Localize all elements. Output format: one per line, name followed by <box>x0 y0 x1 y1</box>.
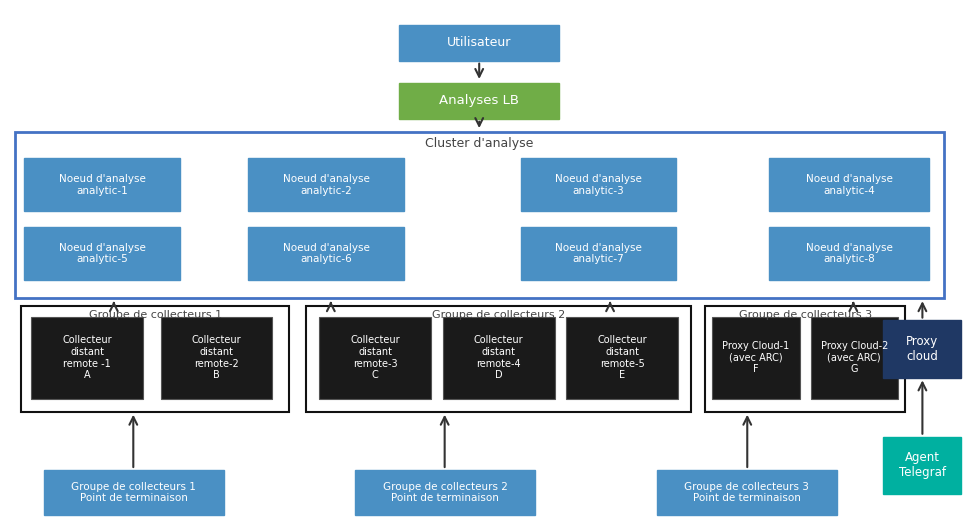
Text: Collecteur
distant
remote-3
C: Collecteur distant remote-3 C <box>350 335 400 380</box>
Text: Noeud d'analyse
analytic-1: Noeud d'analyse analytic-1 <box>58 174 146 195</box>
Text: Agent
Telegraf: Agent Telegraf <box>899 451 946 479</box>
FancyBboxPatch shape <box>24 158 180 211</box>
Text: Collecteur
distant
remote -1
A: Collecteur distant remote -1 A <box>62 335 112 380</box>
FancyBboxPatch shape <box>248 227 404 280</box>
FancyBboxPatch shape <box>521 158 676 211</box>
FancyBboxPatch shape <box>443 317 555 399</box>
FancyBboxPatch shape <box>31 317 143 399</box>
FancyBboxPatch shape <box>21 306 289 412</box>
Text: Proxy
cloud: Proxy cloud <box>906 335 939 363</box>
Text: Noeud d'analyse
analytic-7: Noeud d'analyse analytic-7 <box>555 243 642 264</box>
Text: Collecteur
distant
remote-5
E: Collecteur distant remote-5 E <box>597 335 647 380</box>
FancyBboxPatch shape <box>306 306 691 412</box>
Text: Noeud d'analyse
analytic-2: Noeud d'analyse analytic-2 <box>282 174 370 195</box>
FancyBboxPatch shape <box>657 470 837 515</box>
Text: Noeud d'analyse
analytic-3: Noeud d'analyse analytic-3 <box>555 174 642 195</box>
Text: Cluster d'analyse: Cluster d'analyse <box>425 137 533 150</box>
FancyBboxPatch shape <box>44 470 224 515</box>
Text: Noeud d'analyse
analytic-4: Noeud d'analyse analytic-4 <box>806 174 892 195</box>
FancyBboxPatch shape <box>769 227 929 280</box>
Text: Groupe de collecteurs 2: Groupe de collecteurs 2 <box>432 310 565 320</box>
Text: Groupe de collecteurs 3
Point de terminaison: Groupe de collecteurs 3 Point de termina… <box>684 482 810 503</box>
FancyBboxPatch shape <box>15 132 944 298</box>
Text: Analyses LB: Analyses LB <box>439 95 520 107</box>
FancyBboxPatch shape <box>399 83 559 119</box>
FancyBboxPatch shape <box>705 306 905 412</box>
Text: Noeud d'analyse
analytic-5: Noeud d'analyse analytic-5 <box>58 243 146 264</box>
FancyBboxPatch shape <box>883 437 961 494</box>
FancyBboxPatch shape <box>355 470 535 515</box>
Text: Noeud d'analyse
analytic-8: Noeud d'analyse analytic-8 <box>806 243 892 264</box>
Text: Utilisateur: Utilisateur <box>447 36 512 49</box>
FancyBboxPatch shape <box>319 317 431 399</box>
FancyBboxPatch shape <box>521 227 676 280</box>
FancyBboxPatch shape <box>712 317 800 399</box>
FancyBboxPatch shape <box>24 227 180 280</box>
FancyBboxPatch shape <box>248 158 404 211</box>
Text: Proxy Cloud-1
(avec ARC)
F: Proxy Cloud-1 (avec ARC) F <box>722 341 790 374</box>
FancyBboxPatch shape <box>811 317 898 399</box>
Text: Collecteur
distant
remote-2
B: Collecteur distant remote-2 B <box>192 335 241 380</box>
FancyBboxPatch shape <box>883 320 961 378</box>
Text: Groupe de collecteurs 3: Groupe de collecteurs 3 <box>739 310 872 320</box>
FancyBboxPatch shape <box>161 317 272 399</box>
Text: Noeud d'analyse
analytic-6: Noeud d'analyse analytic-6 <box>282 243 370 264</box>
FancyBboxPatch shape <box>399 25 559 61</box>
FancyBboxPatch shape <box>566 317 678 399</box>
Text: Proxy Cloud-2
(avec ARC)
G: Proxy Cloud-2 (avec ARC) G <box>820 341 888 374</box>
Text: Groupe de collecteurs 1
Point de terminaison: Groupe de collecteurs 1 Point de termina… <box>71 482 197 503</box>
Text: Groupe de collecteurs 2
Point de terminaison: Groupe de collecteurs 2 Point de termina… <box>382 482 508 503</box>
Text: Groupe de collecteurs 1: Groupe de collecteurs 1 <box>89 310 222 320</box>
FancyBboxPatch shape <box>769 158 929 211</box>
Text: Collecteur
distant
remote-4
D: Collecteur distant remote-4 D <box>474 335 523 380</box>
